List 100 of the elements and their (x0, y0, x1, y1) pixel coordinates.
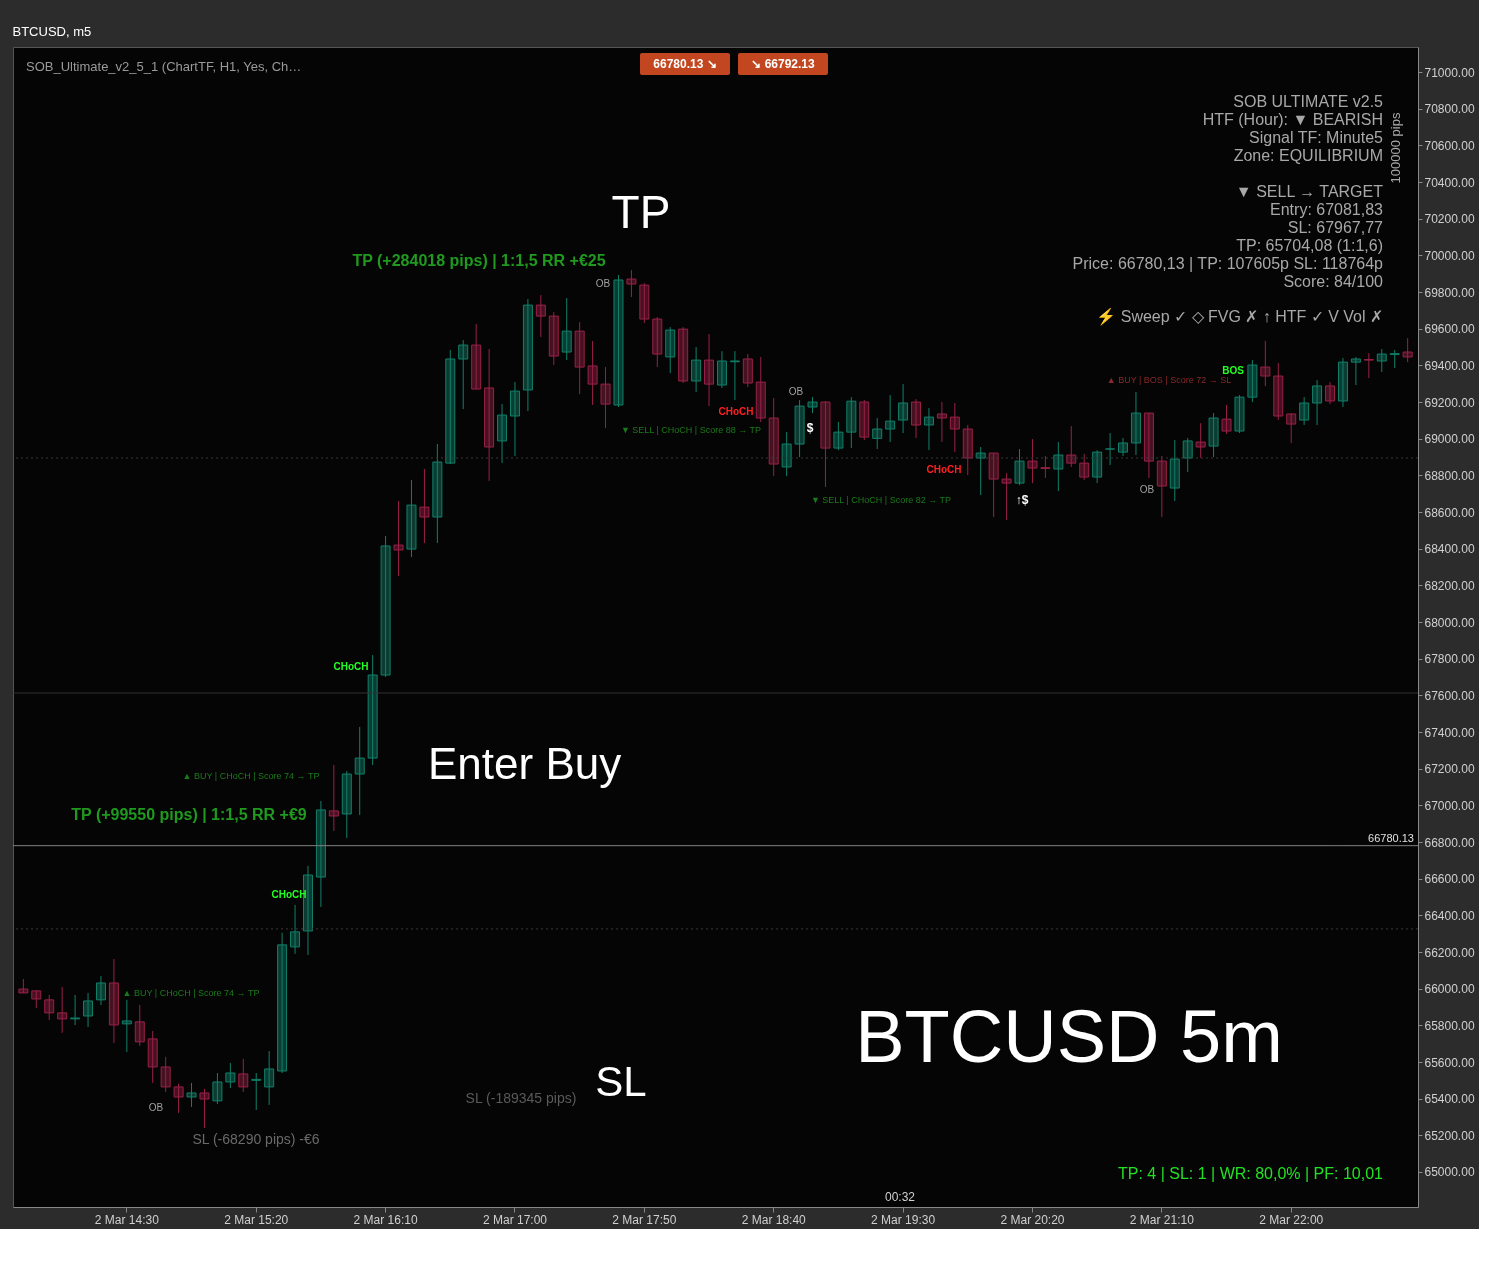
candlestick (561, 297, 572, 361)
candlestick (367, 654, 378, 766)
annotation: ▲ BUY | BOS | Score 72 → SL (1106, 375, 1232, 385)
annotation: ▼ SELL → TARGET (1235, 183, 1384, 200)
candlestick (1040, 455, 1051, 479)
candlestick (626, 269, 637, 298)
x-tick-label: 2 Mar 18:40 (741, 1212, 807, 1227)
y-tick-label: 66000.00 (1424, 982, 1475, 997)
candlestick (121, 999, 132, 1053)
candlestick (1118, 437, 1129, 457)
annotation: ⚡ Sweep ✓ ◇ FVG ✗ ↑ HTF ✓ V Vol ✗ (1096, 307, 1383, 326)
annotation: OB (595, 278, 611, 289)
y-tick-label: 67200.00 (1424, 762, 1475, 777)
candlestick (83, 992, 94, 1028)
annotation: HTF (Hour): ▼ BEARISH (1202, 111, 1383, 128)
candlestick (1247, 359, 1258, 403)
candlestick (1105, 432, 1116, 466)
candlestick (1286, 412, 1297, 444)
annotation: ▲ BUY | CHoCH | Score 74 → TP (182, 771, 320, 781)
x-tick-label: 2 Mar 22:00 (1259, 1212, 1324, 1227)
y-tick-label: 70200.00 (1424, 212, 1475, 227)
annotation: SOB ULTIMATE v2.5 (1233, 93, 1384, 110)
annotation: OB (788, 386, 804, 397)
annotation: Price: 66780,13 | TP: 107605p SL: 118764p (1072, 255, 1384, 272)
candlestick (471, 323, 482, 390)
candlestick (264, 1050, 275, 1106)
candlestick (1156, 455, 1167, 518)
annotation: CHoCH (271, 889, 307, 900)
candlestick (1079, 453, 1090, 481)
candlestick (1376, 348, 1387, 373)
candlestick (1325, 381, 1336, 405)
annotation: BTCUSD 5m (855, 995, 1283, 1078)
x-tick-label: 2 Mar 20:20 (1000, 1212, 1065, 1227)
candlestick (600, 366, 611, 429)
candlestick (716, 350, 727, 389)
annotation: BOS (1222, 365, 1245, 376)
candlestick (962, 424, 973, 476)
x-tick-label: 2 Mar 15:20 (224, 1212, 289, 1227)
candlestick (1389, 349, 1400, 369)
candlestick (134, 1004, 145, 1047)
annotation: 00:32 (884, 1190, 916, 1204)
candlestick (108, 958, 119, 1044)
candlestick (1182, 437, 1193, 473)
candlestick (380, 535, 391, 678)
y-tick-label: 69000.00 (1424, 432, 1475, 447)
candlestick (1337, 357, 1348, 408)
annotation: 100000 pips (1388, 112, 1403, 184)
annotation: Entry: 67081,83 (1270, 201, 1384, 218)
annotation: SL (-189345 pips) (465, 1090, 577, 1106)
candlestick (820, 400, 831, 488)
candlestick (1066, 425, 1077, 468)
candlestick (1143, 412, 1154, 479)
candlestick (1092, 449, 1103, 484)
candlestick (1169, 439, 1180, 502)
candlestick (225, 1062, 236, 1089)
y-tick-label: 67800.00 (1424, 652, 1475, 667)
annotation: ▼ SELL | CHoCH | Score 82 → TP (810, 495, 952, 505)
annotation: TP: 4 | SL: 1 | WR: 80,0% | PF: 10,01 (1117, 1165, 1384, 1182)
y-tick-label: 65000.00 (1424, 1165, 1475, 1180)
candlestick (872, 417, 883, 450)
y-tick-label: 65400.00 (1424, 1092, 1475, 1107)
y-tick-label: 70800.00 (1424, 102, 1475, 117)
annotation: SL (595, 1058, 647, 1105)
candlestick (988, 452, 999, 518)
candlestick (173, 1083, 184, 1114)
x-tick-label: 2 Mar 17:50 (612, 1212, 677, 1227)
candlestick (613, 274, 624, 408)
candlestick (1053, 441, 1064, 492)
y-tick-label: 68800.00 (1424, 468, 1475, 483)
candlestick (1027, 438, 1038, 484)
candlestick (807, 396, 818, 414)
x-tick-label: 2 Mar 16:10 (353, 1212, 418, 1227)
candlestick (1363, 352, 1374, 379)
candlestick (497, 403, 508, 464)
annotation: Score: 84/100 (1283, 273, 1384, 290)
candlestick (95, 975, 106, 1006)
y-tick-label: 66400.00 (1424, 908, 1475, 923)
y-tick-label: 65200.00 (1424, 1128, 1475, 1143)
candlestick (639, 282, 650, 324)
candlestick (290, 904, 301, 955)
annotation: $ (806, 421, 814, 435)
ref-line-label: 66780.13 (1368, 831, 1414, 844)
x-tick-label: 2 Mar 17:00 (482, 1212, 548, 1227)
y-tick-label: 67600.00 (1424, 688, 1475, 703)
candlestick (975, 446, 986, 496)
candlestick (535, 294, 546, 338)
candlestick (160, 1056, 171, 1093)
annotation: SL: 67967,77 (1287, 219, 1384, 236)
candlestick (794, 399, 805, 458)
annotation: OB (1139, 484, 1155, 495)
annotation: CHoCH (333, 661, 369, 672)
candlestick (393, 500, 404, 577)
candlestick (484, 348, 495, 482)
x-tick-label: 2 Mar 14:30 (94, 1212, 160, 1227)
y-tick-label: 70400.00 (1424, 175, 1475, 190)
candlestick (911, 398, 922, 439)
candlestick (354, 726, 365, 816)
candlestick (212, 1072, 223, 1105)
annotation: CHoCH (926, 464, 962, 475)
annotation: ▲ BUY | CHoCH | Score 74 → TP (122, 988, 260, 998)
